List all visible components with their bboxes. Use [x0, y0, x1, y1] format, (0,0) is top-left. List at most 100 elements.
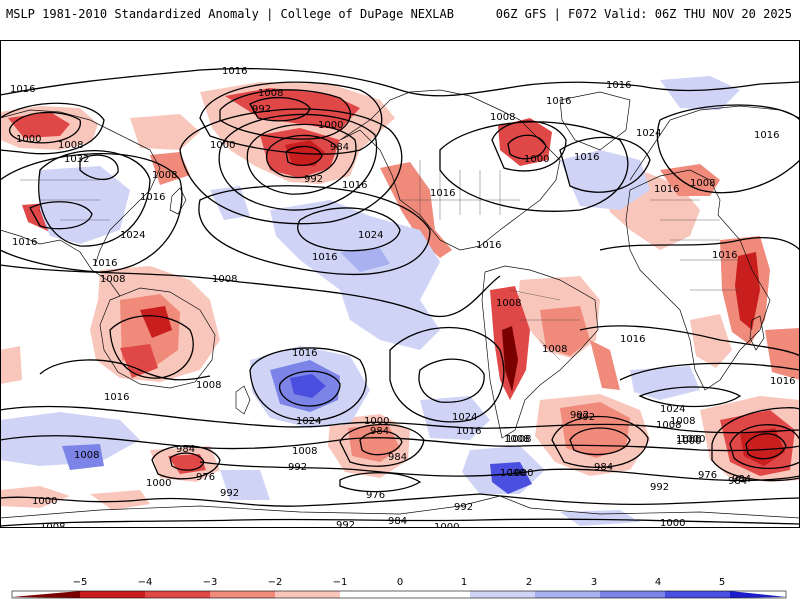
isobar-1024-npac-high [297, 207, 401, 252]
coastline-north-america [339, 89, 561, 251]
contour-label: 1008 [58, 140, 83, 151]
anomaly-neg1 [690, 314, 732, 368]
contour-label: 992 [454, 502, 473, 513]
isobar-1008-aus [109, 315, 194, 379]
anomaly-neg1 [0, 346, 22, 384]
contour-label: 1016 [574, 152, 599, 163]
isobar-1008-tibet [29, 201, 93, 230]
contour-label: 992 [220, 488, 239, 499]
contour-label: 1000 [524, 154, 549, 165]
colorbar-segment [470, 591, 535, 598]
isobar-992-sind-low [551, 415, 649, 469]
anomaly-pos1 [40, 166, 130, 244]
contour-label: 1016 [712, 250, 737, 261]
border-lines [20, 160, 740, 361]
coastline-asia-south [0, 229, 121, 297]
coastline-antarctica [0, 495, 800, 519]
contour-label: 992 [576, 412, 595, 423]
contour-label: 992 [336, 520, 355, 528]
colorbar-segment [210, 591, 275, 598]
contour-label: 1000 [318, 120, 343, 131]
colorbar-segment [665, 591, 730, 598]
title-bar: MSLP 1981-2010 Standardized Anomaly | Co… [0, 0, 800, 38]
anomaly-neg4 [735, 252, 760, 330]
colorbar-segment [600, 591, 665, 598]
contour-label: 992 [650, 482, 669, 493]
isobar-contours [0, 67, 800, 527]
contour-label: 1024 [296, 416, 321, 427]
contour-label: 1008 [690, 178, 715, 189]
colorbar-tick-label: 2 [526, 577, 532, 588]
colorbar-tick-label: −4 [138, 577, 153, 588]
contour-label: 1024 [120, 230, 145, 241]
contour-label: 1024 [452, 412, 477, 423]
isobar-984-sind-low [569, 427, 631, 456]
contour-label: 1008 [196, 380, 221, 391]
contour-label: 1008 [670, 416, 695, 427]
isobar-1016-aus [39, 359, 211, 381]
coastline-australia [99, 287, 216, 389]
isobar-1024-sind [638, 386, 742, 408]
colorbar-segment [340, 591, 405, 598]
anomaly-pos1 [0, 412, 140, 466]
isobar-1000-pac-low [339, 423, 425, 467]
colorbar-segment [405, 591, 470, 598]
contour-label: 1024 [636, 128, 661, 139]
contour-label: 984 [330, 142, 349, 153]
contour-label: 1008 [656, 420, 681, 431]
isobar-1000-siberia [8, 111, 81, 144]
isobar-1016-asia [0, 152, 183, 273]
anomaly-pos1 [420, 396, 490, 440]
isobar-1032-asia [79, 154, 119, 180]
contour-label: 1008 [258, 88, 283, 99]
isobar-1000-antarctic [0, 493, 800, 507]
contour-label: 1016 [620, 334, 645, 345]
isobar-984-spac-low [151, 445, 221, 480]
colorbar-arrow-right [730, 591, 786, 598]
contour-label: 1008 [100, 274, 125, 285]
contour-label: 1008 [506, 434, 531, 445]
anomaly-pos3 [62, 444, 104, 470]
colorbar-tick-label: 5 [719, 577, 725, 588]
contour-label: 984 [388, 516, 407, 527]
isobar-976-low-east [745, 433, 787, 460]
colorbar-ticks: −5 −4 −3 −2 −1 0 1 2 3 4 5 [73, 577, 726, 588]
contour-label: 1016 [312, 252, 337, 263]
contour-label: 992 [252, 104, 271, 115]
isobar-1016-africa [599, 237, 800, 251]
contour-label: 992 [288, 462, 307, 473]
isobar-992-low-east [711, 407, 800, 482]
isobar-984-pac-low [359, 430, 403, 456]
isobar-1008-antarctic [0, 518, 800, 527]
anomaly-map: 1016 1016 1008 992 1000 984 992 1000 100… [0, 40, 800, 528]
colorbar: −5 −4 −3 −2 −1 0 1 2 3 4 5 [11, 577, 787, 599]
contour-label: 1016 [104, 392, 129, 403]
anomaly-neg2 [660, 164, 720, 196]
isobar-976-spac-low [169, 452, 205, 471]
contour-label: 1000 [32, 496, 57, 507]
contour-label: 1016 [456, 426, 481, 437]
isobar-1000-natl-low [507, 134, 547, 160]
colorbar-tick-label: −1 [333, 577, 348, 588]
contour-label: 1016 [606, 80, 631, 91]
colorbar-outline [11, 590, 787, 599]
contour-label: 1032 [64, 154, 89, 165]
isobar-1024-spac-high [278, 370, 341, 407]
contour-label: 1016 [342, 180, 367, 191]
anomaly-neg2 [498, 118, 552, 166]
contour-label: 1024 [358, 230, 383, 241]
isobar-1024-asia [38, 150, 151, 247]
contour-label: 1008 [292, 446, 317, 457]
colorbar-tick-label: −3 [203, 577, 218, 588]
contour-label: 1008 [74, 450, 99, 461]
anomaly-pos1 [220, 470, 270, 500]
isobar-1000-south [0, 435, 800, 452]
colorbar-tick-label: 0 [397, 577, 403, 588]
contour-label: 1008 [212, 274, 237, 285]
colorbar-segment [535, 591, 600, 598]
contour-label: 1016 [476, 240, 501, 251]
political-borders [20, 160, 740, 361]
isobar-1000-low [246, 123, 357, 195]
anomaly-neg2 [590, 340, 620, 390]
contour-label: 1016 [770, 376, 795, 387]
